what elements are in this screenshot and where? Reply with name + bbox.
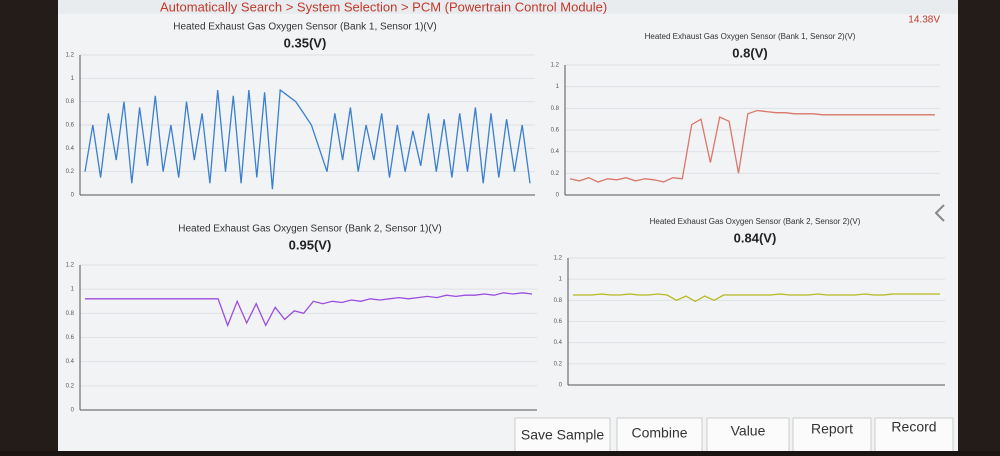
series-line <box>84 88 531 190</box>
y-tick-label: 0.6 <box>66 123 75 129</box>
y-tick-label: 0 <box>556 193 560 199</box>
chart-title: Heated Exhaust Gas Oxygen Sensor (Bank 2… <box>650 217 861 226</box>
button[interactable] <box>792 417 872 456</box>
y-tick-label: 0.4 <box>554 340 563 346</box>
chart-title: Heated Exhaust Gas Oxygen Sensor (Bank 2… <box>178 224 441 235</box>
y-tick-label: 0.8 <box>551 106 560 112</box>
y-tick-label: 0.2 <box>551 171 560 177</box>
reading: 0.35(V) <box>284 35 327 50</box>
y-tick-label: 0.4 <box>66 359 75 365</box>
display <box>58 0 958 451</box>
series-line <box>85 292 533 328</box>
y-tick-label: 0.2 <box>66 383 75 389</box>
button-label[interactable]: Value <box>731 423 766 439</box>
y-tick-label: 1.2 <box>66 263 75 269</box>
header-bar <box>58 0 958 14</box>
series-line <box>573 293 940 303</box>
y-tick-label: 1 <box>71 287 75 293</box>
y-tick-label: 0 <box>71 408 75 414</box>
y-tick-label: 0 <box>71 193 75 199</box>
button-label[interactable]: Record <box>891 419 936 435</box>
chart-title: Heated Exhaust Gas Oxygen Sensor (Bank 1… <box>645 32 856 41</box>
button-label[interactable]: Combine <box>631 425 687 441</box>
y-tick-label: 0.2 <box>554 361 563 367</box>
chart-title: Heated Exhaust Gas Oxygen Sensor (Bank 1… <box>173 22 436 33</box>
y-tick-label: 0.6 <box>551 128 560 134</box>
y-tick-label: 0.8 <box>66 311 75 317</box>
y-tick-label: 0.6 <box>554 319 563 325</box>
y-tick-label: 0.2 <box>66 169 75 175</box>
y-tick-label: 0.8 <box>554 298 563 304</box>
back-arrow[interactable] <box>934 204 945 222</box>
y-tick-label: 0.4 <box>66 146 75 152</box>
reading: 0.84(V) <box>734 230 777 245</box>
button[interactable] <box>514 417 611 456</box>
y-tick-label: 0 <box>559 383 563 389</box>
series-line <box>569 109 935 183</box>
button[interactable] <box>874 417 954 456</box>
button-label[interactable]: Report <box>811 421 853 437</box>
y-tick-label: 0.4 <box>551 149 560 155</box>
y-tick-label: 1.2 <box>551 63 560 69</box>
button-label[interactable]: Save Sample <box>521 427 604 443</box>
y-tick-label: 1 <box>71 76 75 82</box>
y-tick-label: 0.8 <box>66 99 75 105</box>
y-tick-label: 1 <box>559 277 563 283</box>
y-tick-label: 1.2 <box>554 256 563 262</box>
y-tick-label: 1.2 <box>66 53 75 59</box>
breadcrumb: Automatically Search > System Selection … <box>160 0 607 14</box>
button[interactable] <box>616 417 703 456</box>
battery: 14.38V <box>908 15 940 26</box>
reading: 0.8(V) <box>732 45 767 60</box>
reading: 0.95(V) <box>289 237 332 252</box>
button[interactable] <box>706 417 790 456</box>
y-tick-label: 0.6 <box>66 335 75 341</box>
y-tick-label: 1 <box>556 84 560 90</box>
